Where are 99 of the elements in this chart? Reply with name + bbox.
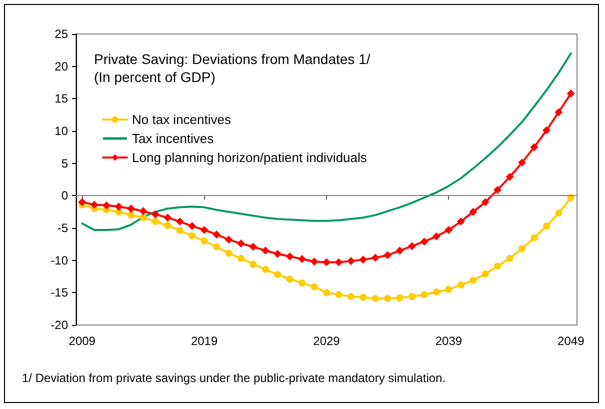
point xyxy=(250,260,257,268)
point xyxy=(114,202,123,211)
point xyxy=(530,143,538,152)
point xyxy=(151,210,160,218)
point xyxy=(542,126,550,134)
point xyxy=(346,256,355,265)
point xyxy=(384,251,392,260)
x-tick-label: 2049 xyxy=(558,334,585,348)
point xyxy=(298,279,306,286)
text: Private Saving: Deviations from Mandates 1/ xyxy=(94,51,370,67)
legend-label: Tax incentives xyxy=(132,131,214,146)
point xyxy=(212,230,221,238)
x-tick-label: 2009 xyxy=(68,334,96,348)
point xyxy=(408,293,416,300)
point xyxy=(323,289,330,296)
point xyxy=(371,254,380,262)
x-tick-label: 2039 xyxy=(435,334,462,348)
point xyxy=(506,172,514,181)
point xyxy=(542,222,550,230)
x-tick-label: 2029 xyxy=(313,334,340,348)
point xyxy=(420,238,428,246)
point xyxy=(261,246,270,255)
point xyxy=(456,218,465,226)
point xyxy=(274,250,282,258)
y-tick-label: -10 xyxy=(50,253,68,268)
point xyxy=(152,218,159,226)
point xyxy=(334,258,343,266)
text: (In percent of GDP) xyxy=(94,69,216,85)
point xyxy=(176,218,184,226)
point xyxy=(127,212,134,219)
point xyxy=(408,242,416,250)
point xyxy=(506,254,514,262)
point xyxy=(347,293,354,300)
line-series xyxy=(81,52,572,231)
point xyxy=(396,246,404,255)
y-tick-label: -5 xyxy=(57,221,68,235)
point xyxy=(359,256,368,264)
y-tick-label: 5 xyxy=(61,156,68,170)
legend-label: No tax incentives xyxy=(132,112,232,127)
text: 1/ Deviation from private savings under the public-private mandatory simulation. xyxy=(22,371,446,385)
point xyxy=(360,294,367,301)
point xyxy=(518,245,526,252)
point xyxy=(335,291,342,298)
point xyxy=(384,294,392,302)
point xyxy=(200,237,208,244)
point xyxy=(445,286,452,293)
point xyxy=(420,291,428,298)
point xyxy=(310,258,318,266)
point xyxy=(457,281,464,288)
y-tick-label: 10 xyxy=(54,124,68,138)
point xyxy=(322,258,330,266)
point xyxy=(310,283,318,290)
point xyxy=(126,204,135,213)
point xyxy=(140,214,147,222)
point xyxy=(482,270,489,278)
point xyxy=(432,288,440,296)
point xyxy=(188,232,196,240)
point xyxy=(188,222,196,230)
point xyxy=(286,252,294,260)
point xyxy=(470,276,477,284)
point xyxy=(286,276,294,283)
point xyxy=(262,266,269,273)
point xyxy=(494,262,502,270)
point xyxy=(298,255,306,264)
point xyxy=(372,294,379,302)
legend-label: Long planning horizon/patient individuals xyxy=(132,150,368,165)
y-tick-label: 0 xyxy=(61,188,68,203)
point xyxy=(176,227,184,234)
point xyxy=(200,226,208,234)
point xyxy=(555,210,562,217)
point xyxy=(236,240,245,248)
point xyxy=(481,198,490,206)
point xyxy=(249,242,258,251)
point xyxy=(554,108,563,116)
y-tick-label: -20 xyxy=(50,318,68,332)
point xyxy=(530,234,538,242)
point xyxy=(78,198,86,206)
y-tick-label: 15 xyxy=(54,92,68,106)
y-tick-label: 25 xyxy=(54,27,68,41)
point xyxy=(102,201,111,210)
point xyxy=(164,222,172,229)
point xyxy=(164,214,172,222)
point xyxy=(90,200,98,209)
point xyxy=(518,158,526,167)
point xyxy=(469,208,478,216)
x-tick-label: 2019 xyxy=(190,334,218,348)
y-tick-label: 20 xyxy=(54,59,68,74)
point xyxy=(444,226,453,234)
point xyxy=(139,207,148,216)
point xyxy=(432,232,440,240)
point xyxy=(396,294,404,302)
point xyxy=(274,271,282,278)
point xyxy=(213,243,220,250)
point xyxy=(225,250,232,257)
point xyxy=(237,254,244,262)
point xyxy=(494,186,502,194)
point xyxy=(224,236,233,244)
point xyxy=(566,89,575,98)
y-tick-label: -15 xyxy=(50,286,68,300)
